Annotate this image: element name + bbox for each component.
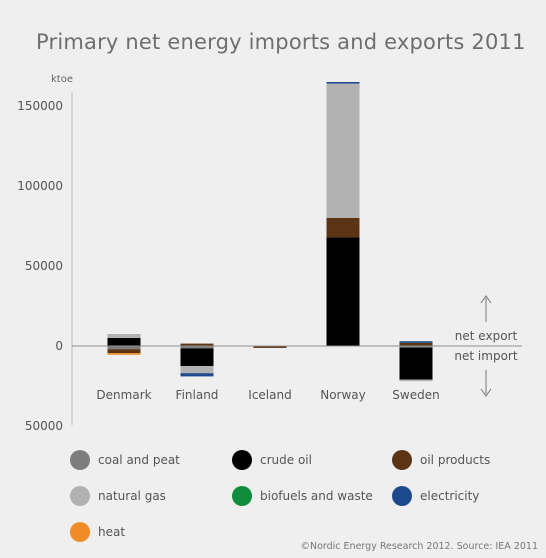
legend-swatch <box>392 486 412 506</box>
x-tick-label: Iceland <box>248 388 291 402</box>
bar-segment <box>180 346 214 349</box>
bar-segment <box>253 346 287 348</box>
bar-segment <box>107 349 141 354</box>
chart-plot-area: ktoe 150000 100000 50000 0 50000 Denmark Finlan… <box>17 74 522 433</box>
legend-label: heat <box>98 525 126 539</box>
y-tick-label: 50000 <box>25 419 63 433</box>
legend-swatch <box>70 450 90 470</box>
bar-segment <box>180 373 214 377</box>
y-tick-label: 100000 <box>17 179 63 193</box>
legend-item: coal and peat <box>70 450 180 470</box>
bar-segment <box>107 346 141 350</box>
bar-segment <box>326 237 360 346</box>
bar-segment <box>326 218 360 238</box>
bar-segment <box>107 353 141 355</box>
legend-label: electricity <box>420 489 480 503</box>
source-credit: ©Nordic Energy Research 2012. Source: IE… <box>300 541 538 552</box>
legend-item: electricity <box>392 486 479 506</box>
bar-segment <box>399 379 433 382</box>
bar-segment <box>180 343 214 346</box>
chart-title: Primary net energy imports and exports 2… <box>36 30 526 54</box>
bar-segment <box>107 334 141 338</box>
legend-label: coal and peat <box>98 453 180 467</box>
legend-item: heat <box>70 522 125 542</box>
bar-segment <box>326 82 360 84</box>
legend-swatch <box>232 486 252 506</box>
legend-swatch <box>392 450 412 470</box>
legend-item: biofuels and waste <box>232 486 373 506</box>
legend-item: natural gas <box>70 486 166 506</box>
bar-segment <box>399 341 433 343</box>
legend-label: crude oil <box>260 453 312 467</box>
net-import-label: net import <box>454 349 517 363</box>
x-tick-label: Norway <box>320 388 366 402</box>
legend-swatch <box>70 522 90 542</box>
bar-segment <box>399 346 433 348</box>
export-arrow-head <box>480 295 492 304</box>
legend-item: oil products <box>392 450 490 470</box>
bar-segment <box>180 366 214 374</box>
bar-segment <box>326 83 360 218</box>
legend-item: crude oil <box>232 450 312 470</box>
y-tick-label: 50000 <box>25 259 63 273</box>
y-tick-label: 0 <box>55 339 63 353</box>
y-tick-label: 150000 <box>17 99 63 113</box>
legend-swatch <box>232 450 252 470</box>
x-tick-label: Finland <box>176 388 219 402</box>
legend-label: natural gas <box>98 489 166 503</box>
legend-label: oil products <box>420 453 491 467</box>
bar-segment <box>399 342 433 346</box>
bar-segment <box>399 347 433 380</box>
import-arrow-head <box>480 388 492 397</box>
net-export-label: net export <box>455 329 518 343</box>
x-tick-label: Sweden <box>392 388 439 402</box>
bar-segment <box>180 348 214 366</box>
y-axis-unit: ktoe <box>51 74 73 85</box>
legend-swatch <box>70 486 90 506</box>
legend-label: biofuels and waste <box>260 489 373 503</box>
x-tick-label: Denmark <box>96 388 151 402</box>
bar-segment <box>107 338 141 346</box>
